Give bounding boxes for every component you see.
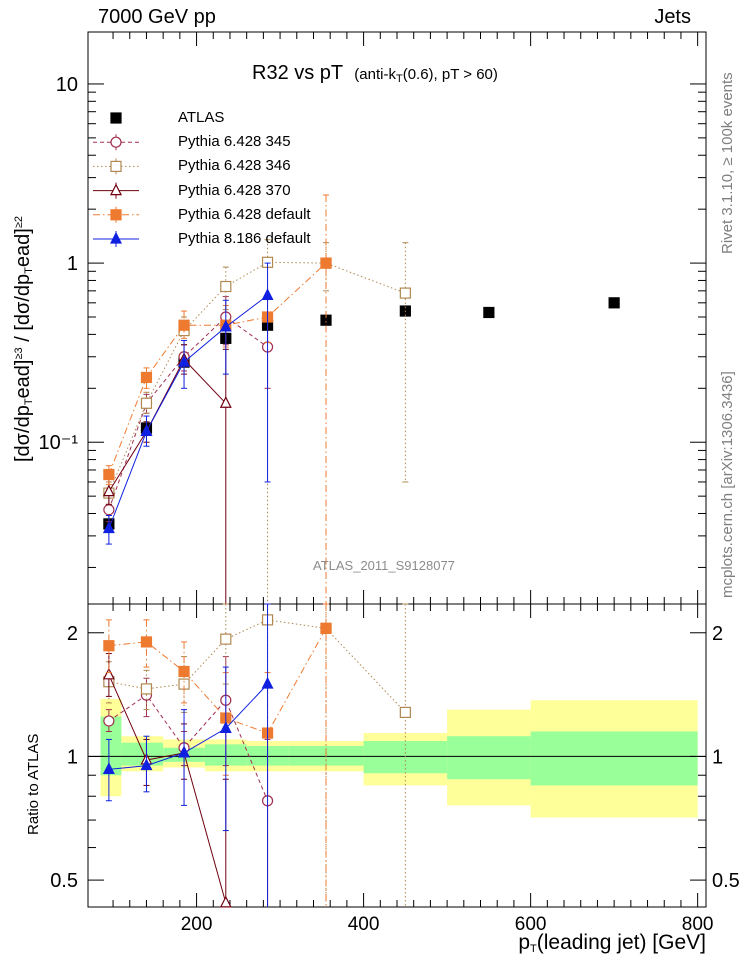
ratio-data-point — [219, 721, 232, 734]
ratio-y-tick-label-left: 0.5 — [50, 870, 78, 892]
main-data-point — [140, 371, 153, 384]
chart-title-text: R32 vs pT — [252, 62, 344, 84]
legend-label: Pythia 6.428 370 — [178, 181, 291, 199]
rivet-version-label: Rivet 3.1.10, ≥ 100k events — [719, 72, 736, 254]
main-series-line — [108, 261, 406, 494]
chart-title: R32 vs pT (anti-kT(0.6), pT > 60) — [252, 62, 498, 85]
y-tick-label: 10 — [56, 74, 78, 96]
ratio-data-point — [102, 667, 115, 680]
main-series-4 — [103, 194, 332, 604]
legend-label: Pythia 6.428 345 — [178, 133, 291, 151]
legend-entry — [93, 231, 139, 247]
ratio-series-line — [108, 628, 327, 734]
process-label: Jets — [654, 6, 691, 28]
ratio-y-tick-label-right: 0.5 — [712, 870, 740, 892]
main-data-point — [140, 424, 153, 436]
main-data-point — [320, 257, 332, 269]
ratio-data-point — [219, 895, 232, 908]
ratio-data-point — [261, 676, 274, 689]
mcplots-reference-label: mcplots.cern.ch [arXiv:1306.3436] — [719, 371, 736, 598]
ratio-y-tick-label-right: 2 — [712, 623, 723, 645]
ratio-data-point — [140, 758, 153, 771]
chart-subtitle: (anti-kT(0.6), pT > 60) — [354, 66, 498, 85]
uncertainty-band-inner — [121, 742, 164, 766]
ratio-series-0 — [103, 656, 274, 907]
main-series-line — [108, 358, 227, 492]
legend-entry — [110, 112, 122, 124]
legend-label: ATLAS — [178, 109, 225, 126]
ratio-data-point — [103, 640, 115, 652]
x-axis-label: pT(leading jet) [GeV] — [518, 931, 706, 955]
legend-entry — [93, 134, 139, 151]
ratio-data-point — [220, 633, 232, 645]
ratio-series-line — [108, 674, 227, 904]
legend-marker — [110, 209, 122, 221]
main-data-point — [220, 280, 232, 293]
main-data-point — [483, 306, 495, 319]
ratio-series-4 — [102, 603, 274, 907]
ratio-y-tick-label-left: 2 — [67, 623, 78, 645]
main-data-point — [103, 468, 115, 481]
ratio-data-point — [178, 665, 190, 678]
main-data-point — [140, 397, 153, 409]
ratio-data-point — [178, 745, 191, 758]
legend-label: Pythia 8.186 default — [178, 230, 311, 247]
main-data-point — [399, 287, 411, 299]
main-data-point — [219, 396, 232, 408]
uncertainty-band-inner — [530, 731, 698, 786]
x-tick-label: 600 — [515, 914, 547, 935]
analysis-id-label: ATLAS_2011_S9128077 — [313, 558, 455, 573]
main-series-5 — [102, 262, 274, 545]
main-series-line — [108, 316, 268, 510]
y-axis-label-main: [dσ/dpTead]≥3 / [dσ/dpTead]≥2 — [12, 216, 35, 462]
main-series-3 — [102, 344, 232, 604]
legend-entry — [93, 206, 139, 223]
ratio-data-point — [140, 683, 153, 695]
ratio-data-point — [102, 762, 115, 774]
ratio-series-line — [108, 619, 406, 713]
main-data-point — [608, 297, 620, 309]
uncertainty-band-inner — [447, 736, 531, 780]
y-tick-label: 10⁻¹ — [39, 432, 79, 454]
legend-entry — [93, 182, 139, 199]
legend-marker — [110, 112, 122, 124]
main-data-point — [102, 521, 115, 534]
main-series-2 — [103, 239, 411, 604]
x-tick-label: 200 — [181, 914, 213, 935]
x-tick-label: 400 — [348, 914, 380, 935]
ratio-data-point — [140, 636, 153, 648]
y-axis-label-ratio: Ratio to ATLAS — [25, 733, 42, 835]
legend-marker — [110, 136, 122, 148]
ratio-data-point — [103, 715, 115, 727]
ratio-data-point — [320, 622, 332, 634]
legend-marker — [110, 160, 122, 172]
main-data-point — [178, 354, 191, 367]
legend-marker — [110, 183, 122, 196]
legend-label: Pythia 6.428 default — [178, 205, 311, 223]
y-tick-label: 1 — [67, 253, 78, 275]
legend-entry — [93, 158, 139, 175]
main-data-point — [261, 288, 274, 301]
main-series-line — [108, 262, 327, 475]
ratio-y-tick-label-left: 1 — [67, 746, 78, 768]
ratio-y-tick-label-right: 1 — [712, 746, 723, 768]
ratio-series-line — [108, 694, 269, 801]
uncertainty-band-inner — [100, 716, 122, 776]
legend-label: Pythia 6.428 346 — [178, 157, 291, 175]
x-tick-label: 800 — [682, 914, 714, 935]
ratio-data-point — [399, 706, 411, 718]
ratio-series-2 — [102, 653, 232, 908]
main-data-point — [178, 319, 190, 331]
main-data-point — [219, 319, 232, 332]
main-data-point — [103, 504, 115, 516]
collision-energy-label: 7000 GeV pp — [98, 6, 216, 28]
legend-marker — [110, 231, 122, 244]
main-data-point — [102, 484, 115, 497]
